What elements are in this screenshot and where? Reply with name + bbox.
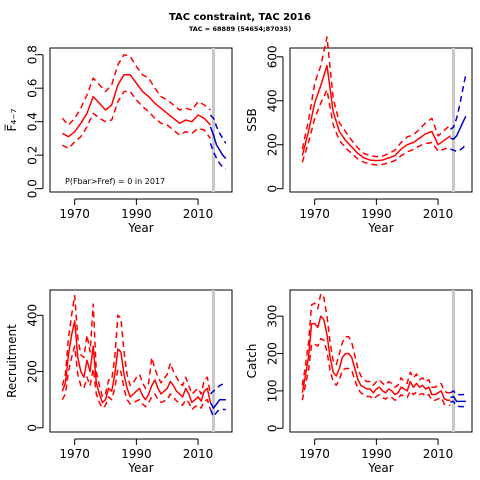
ssb-y-tick-label: 200 bbox=[266, 133, 280, 156]
fbar-y-tick-label: 0.4 bbox=[26, 112, 40, 131]
fbar-probability-annotation: P(Fbar>Fref) = 0 in 2017 bbox=[65, 177, 165, 186]
ssb-projection-median-line bbox=[450, 115, 467, 140]
ssb-x-tick-label: 2010 bbox=[423, 207, 454, 221]
catch-projection-median-line bbox=[450, 395, 466, 403]
catch-y-axis-title: Catch bbox=[245, 344, 259, 379]
catch-y-tick-label: 200 bbox=[266, 342, 280, 365]
recruitment-y-axis-title: Recruitment bbox=[5, 324, 19, 398]
recruitment-historic-bound-line bbox=[61, 345, 212, 411]
fbar-y-axis-title: F̅₄₋₇ bbox=[4, 108, 19, 131]
recruitment-historic-median-line bbox=[61, 320, 212, 404]
ssb-historic-bound-line bbox=[301, 89, 451, 166]
catch-historic-bound-line bbox=[301, 292, 451, 394]
figure-subtitle: TAC = 68889 (54654;87035) bbox=[189, 25, 291, 33]
fbar-projection-bound-line bbox=[209, 114, 227, 144]
panel-ssb: 1970 1990 2010 0 200 400 600 Year SSB bbox=[245, 36, 473, 235]
recruitment-x-tick-label: 2010 bbox=[183, 447, 214, 461]
fbar-x-tick-label: 1990 bbox=[121, 207, 152, 221]
catch-y-tick-label: 100 bbox=[266, 379, 280, 402]
catch-x-tick-label: 1990 bbox=[361, 447, 392, 461]
recruitment-x-tick-label: 1990 bbox=[121, 447, 152, 461]
ssb-x-tick-label: 1990 bbox=[361, 207, 392, 221]
ssb-y-tick-label: 0 bbox=[266, 185, 280, 193]
ssb-y-tick-label: 600 bbox=[266, 45, 280, 68]
fbar-x-tick-label: 1970 bbox=[59, 207, 90, 221]
recruitment-projection-bound-line bbox=[209, 383, 226, 395]
catch-y-tick-label: 300 bbox=[266, 305, 280, 328]
panel-fbar: 1970 1990 2010 0.0 0.2 0.4 0.6 0.8 Year F̅₄₋₇ P(Fb… bbox=[4, 45, 233, 235]
recruitment-x-tick-label: 1970 bbox=[59, 447, 90, 461]
ssb-x-tick-label: 1970 bbox=[299, 207, 330, 221]
catch-historic-median-line bbox=[301, 315, 451, 401]
recruitment-x-axis-title: Year bbox=[127, 461, 153, 475]
recruitment-projection-bound-line bbox=[209, 408, 226, 418]
recruitment-y-tick-label: 200 bbox=[26, 360, 40, 383]
recruitment-y-tick-label: 0 bbox=[26, 424, 40, 432]
fbar-plot-frame bbox=[49, 47, 233, 193]
catch-y-tick-label: 0 bbox=[266, 424, 280, 432]
ssb-y-tick-label: 400 bbox=[266, 89, 280, 112]
fbar-x-tick-label: 2010 bbox=[183, 207, 214, 221]
fbar-y-tick-label: 0.2 bbox=[26, 146, 40, 165]
ssb-x-axis-title: Year bbox=[367, 221, 393, 235]
fbar-projection-median-line bbox=[209, 126, 227, 160]
ssb-historic-bound-line bbox=[301, 36, 451, 158]
figure-title: TAC constraint, TAC 2016 bbox=[169, 12, 311, 23]
catch-historic-bound-line bbox=[301, 337, 451, 406]
panel-recruitment: 1970 1990 2010 0 200 400 Year Recruitment bbox=[5, 289, 233, 475]
ssb-y-axis-title: SSB bbox=[245, 108, 259, 131]
fbar-historic-bound-line bbox=[61, 53, 211, 126]
recruitment-plot-frame bbox=[49, 289, 233, 433]
catch-x-axis-title: Year bbox=[367, 461, 393, 475]
ssb-projection-bound-line bbox=[450, 144, 467, 153]
catch-plot-frame bbox=[289, 289, 473, 433]
fbar-y-tick-label: 0.6 bbox=[26, 79, 40, 98]
fbar-x-axis-title: Year bbox=[127, 221, 153, 235]
catch-x-tick-label: 1970 bbox=[299, 447, 330, 461]
ssb-historic-median-line bbox=[301, 64, 451, 162]
recruitment-historic-bound-line bbox=[61, 294, 212, 398]
catch-x-tick-label: 2010 bbox=[423, 447, 454, 461]
recruitment-y-tick-label: 400 bbox=[26, 304, 40, 327]
ssb-plot-frame bbox=[289, 47, 473, 193]
fbar-historic-bound-line bbox=[61, 90, 212, 150]
recruitment-projection-median-line bbox=[209, 398, 226, 409]
panel-catch: 1970 1990 2010 0 100 200 300 Year Catch bbox=[245, 289, 473, 475]
catch-projection-bound-line bbox=[450, 400, 466, 408]
ssb-projection-bound-line bbox=[449, 74, 467, 130]
catch-projection-bound-line bbox=[450, 390, 466, 396]
fbar-y-tick-label: 0.0 bbox=[26, 179, 40, 198]
fbar-historic-median-line bbox=[61, 74, 211, 138]
fbar-y-tick-label: 0.8 bbox=[26, 45, 40, 64]
